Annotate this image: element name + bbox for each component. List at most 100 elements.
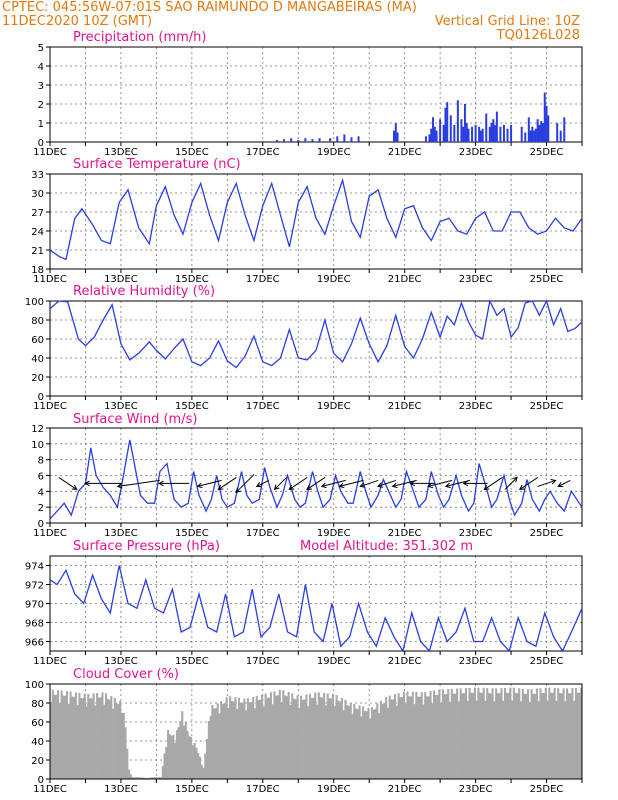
cloud-bar: [576, 692, 579, 779]
cloud-bar: [542, 693, 546, 779]
cloud-bar: [530, 689, 533, 779]
cloud-bar: [507, 692, 510, 779]
cloud-bar: [394, 694, 397, 779]
cloud-bar: [303, 699, 306, 779]
wind-vector: [377, 479, 397, 487]
precip-bar: [479, 130, 482, 142]
wind-vector: [306, 477, 326, 490]
wind-vector: [256, 479, 270, 487]
cloud-bar: [60, 690, 63, 779]
temp-ytick-label: 21: [31, 246, 44, 257]
precip-ytick-label: 4: [38, 62, 44, 73]
cloud-bar: [307, 706, 310, 779]
pressure-ytick-label: 970: [25, 600, 44, 611]
cloud-bar: [108, 699, 111, 779]
cloud-bar: [331, 693, 335, 779]
cloud-bar: [326, 693, 329, 779]
wind-vector-head: [158, 480, 164, 487]
cloud-bar: [316, 704, 319, 779]
cloud-bar: [177, 726, 180, 779]
cloud-bar: [456, 688, 459, 779]
cloud-bar: [502, 700, 505, 779]
cloud-bar: [83, 693, 86, 779]
rh-xtick-label: 17DEC: [246, 401, 280, 412]
cloud-bar: [441, 689, 444, 779]
cloud-bar: [138, 777, 141, 779]
cloud-bar: [67, 703, 70, 779]
cloud-bar: [521, 688, 524, 779]
precip-bar: [536, 119, 539, 142]
cloud-bar: [344, 699, 347, 779]
precip-bar: [533, 130, 536, 142]
precip-bar: [290, 138, 293, 142]
wind-vector-head: [444, 482, 451, 489]
temp-ytick-label: 24: [31, 227, 44, 238]
cloud-bar: [259, 699, 262, 779]
cloud-bar: [523, 693, 526, 779]
cloud-bar: [335, 695, 338, 779]
wind-vector: [392, 479, 417, 487]
wind-vector: [339, 479, 364, 487]
cloud-bar: [65, 691, 69, 779]
cloud-bar: [466, 700, 469, 779]
precip-bar: [449, 115, 452, 142]
cloud-bar: [392, 699, 395, 779]
wind-vector-head: [376, 482, 383, 488]
cloud-bar: [457, 701, 460, 779]
cloud-bar: [516, 693, 519, 779]
cloud-bar: [415, 691, 418, 779]
cloud-bar: [152, 777, 155, 779]
cloud-bar: [498, 693, 501, 779]
cloud-bar: [227, 707, 230, 779]
cloud-bar: [340, 697, 343, 779]
cloud-bar: [200, 764, 203, 779]
cloud-bar: [539, 688, 542, 779]
cloud-bar: [438, 689, 441, 779]
cloud-bar: [503, 687, 507, 779]
cloud-bar: [546, 700, 549, 779]
cloud-bar: [73, 696, 76, 779]
precip-bar: [467, 128, 470, 142]
pressure-xtick-label: 25DEC: [530, 656, 564, 667]
cloud-bar: [544, 687, 547, 779]
wind-ytick-label: 4: [38, 487, 44, 498]
rh-series-line: [49, 298, 583, 369]
cloud-bar: [257, 700, 260, 779]
wind-vector: [321, 479, 346, 487]
wind-ytick-label: 8: [38, 456, 44, 467]
temp-ytick-label: 30: [31, 189, 44, 200]
cloud-bar: [351, 714, 354, 779]
precip-xtick-label: 15DEC: [175, 147, 209, 158]
cloud-bar: [425, 696, 429, 779]
precip-bar: [432, 117, 435, 142]
cloud-bar: [124, 727, 127, 779]
cloud-bar: [120, 712, 124, 779]
pressure-ytick-label: 972: [25, 581, 44, 592]
cloud-bar: [115, 703, 118, 779]
cloud-bar: [261, 694, 264, 779]
rh-title: Relative Humidity (%): [73, 284, 215, 299]
precip-bar: [430, 128, 433, 142]
cloud-bar: [409, 696, 413, 779]
rh-ytick-label: 60: [31, 335, 44, 346]
pressure-ytick-label: 968: [25, 619, 44, 630]
cloud-bar: [296, 695, 299, 779]
cloud-bar: [239, 702, 242, 779]
cloud-xtick-label: 11DEC: [33, 784, 67, 795]
precip-bar: [396, 132, 399, 142]
pressure-xtick-label: 15DEC: [175, 656, 209, 667]
wind-vector: [218, 477, 237, 490]
cloud-bar: [191, 745, 194, 779]
cloud-bar: [319, 697, 322, 779]
cloud-bar: [167, 729, 170, 779]
cloud-bar: [333, 706, 336, 779]
wind-vector-head: [84, 480, 90, 487]
cloud-bar: [310, 698, 313, 779]
cloud-bar: [472, 692, 475, 779]
cloud-bar: [99, 697, 102, 779]
precip-bar: [465, 123, 468, 142]
precip-xtick-label: 17DEC: [246, 147, 280, 158]
cloud-bar: [413, 704, 416, 779]
temp-xtick-label: 13DEC: [104, 274, 138, 285]
wind-vector: [428, 479, 453, 487]
